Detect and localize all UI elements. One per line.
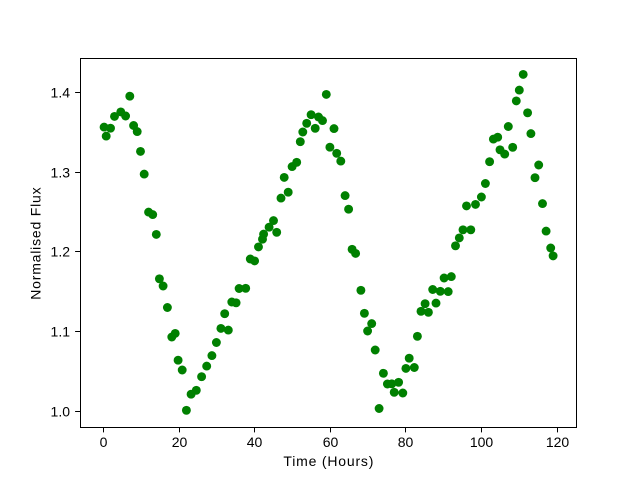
svg-text:120: 120: [546, 434, 570, 450]
svg-text:1.1: 1.1: [51, 324, 71, 340]
svg-text:Normalised Flux: Normalised Flux: [28, 187, 44, 300]
svg-text:1.0: 1.0: [51, 404, 71, 420]
svg-text:80: 80: [398, 434, 414, 450]
svg-text:20: 20: [172, 434, 188, 450]
svg-text:0: 0: [100, 434, 108, 450]
svg-text:1.2: 1.2: [51, 244, 71, 260]
svg-text:Time (Hours): Time (Hours): [283, 453, 374, 469]
svg-text:1.4: 1.4: [51, 85, 71, 101]
svg-text:60: 60: [323, 434, 339, 450]
svg-text:40: 40: [247, 434, 263, 450]
svg-text:1.3: 1.3: [51, 165, 71, 181]
svg-text:100: 100: [470, 434, 494, 450]
